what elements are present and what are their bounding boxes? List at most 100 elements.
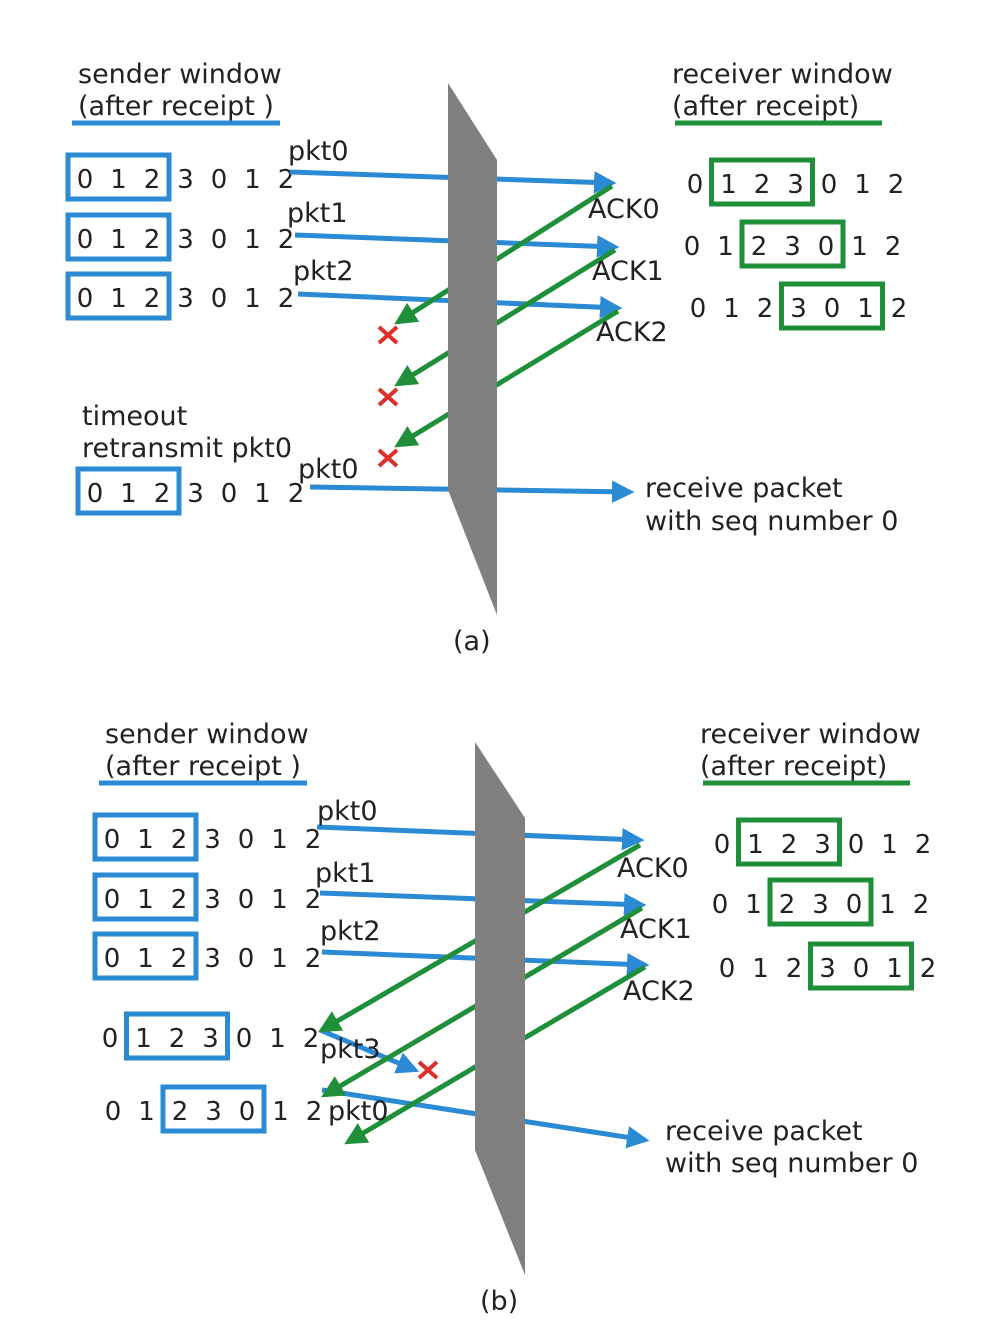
ack-label: ACK1 bbox=[592, 256, 664, 287]
sequence-number: 0 bbox=[77, 284, 94, 314]
sequence-number: 0 bbox=[236, 1024, 253, 1054]
sequence-number: 1 bbox=[271, 944, 288, 974]
loss-markers bbox=[377, 325, 399, 468]
sequence-number: 1 bbox=[720, 170, 737, 200]
sequence-number: 1 bbox=[244, 284, 261, 314]
sequence-number: 3 bbox=[177, 284, 194, 314]
sequence-number: 1 bbox=[110, 225, 127, 255]
sequence-number: 2 bbox=[171, 825, 188, 855]
sequence-number: 1 bbox=[272, 1097, 289, 1127]
sequence-number: 3 bbox=[812, 890, 829, 920]
sequence-number: 2 bbox=[305, 825, 322, 855]
receive-label: with seq number 0 bbox=[645, 506, 898, 537]
sequence-number: 2 bbox=[751, 232, 768, 262]
window-rows: 0 1 2 3 0 1 20 1 2 3 0 1 20 1 2 3 0 1 20 1 2 3 0 1 20 1 2 3 0 1 20 1 2 3 0… bbox=[92, 812, 936, 1134]
sequence-number: 2 bbox=[786, 954, 803, 984]
receiver-title: receiver window bbox=[672, 59, 893, 90]
sequence-number: 0 bbox=[87, 479, 104, 509]
sender-window-box bbox=[75, 466, 182, 516]
sequence-number: 1 bbox=[723, 294, 740, 324]
receiver-title: receiver window bbox=[700, 719, 921, 750]
sender-window-box bbox=[92, 931, 199, 981]
retransmit-label: retransmit pkt0 bbox=[82, 433, 292, 464]
sequence-number: 2 bbox=[915, 830, 932, 860]
loss-x-icon bbox=[377, 448, 399, 468]
packet-label: pkt1 bbox=[315, 858, 376, 889]
sequence-number: 1 bbox=[110, 165, 127, 195]
loss-x-icon bbox=[417, 1060, 439, 1080]
sequence-number: 1 bbox=[137, 885, 154, 915]
sequence-number: 2 bbox=[779, 890, 796, 920]
caption-b: (b) bbox=[480, 1286, 518, 1317]
ack-label: ACK2 bbox=[596, 317, 668, 348]
sequence-number: 1 bbox=[137, 825, 154, 855]
sequence-number: 0 bbox=[821, 170, 838, 200]
ack-arrow bbox=[394, 308, 620, 448]
timeout-label: timeout bbox=[82, 401, 187, 432]
window-rows: 0 1 2 3 0 1 20 1 2 3 0 1 20 1 2 3 0 1 20 1 2 3 0 1 20 1 2 3 0 1 20 1 2 3 0… bbox=[65, 152, 907, 516]
sequence-number: 2 bbox=[144, 284, 161, 314]
sequence-number: 3 bbox=[204, 885, 221, 915]
sequence-number: 0 bbox=[211, 225, 228, 255]
sequence-number: 1 bbox=[857, 294, 874, 324]
sequence-number: 2 bbox=[278, 225, 295, 255]
sequence-number: 0 bbox=[238, 944, 255, 974]
ack-arrow bbox=[394, 247, 617, 387]
sequence-number: 1 bbox=[269, 1024, 286, 1054]
sequence-number: 0 bbox=[211, 165, 228, 195]
sequence-number: 2 bbox=[169, 1024, 186, 1054]
sequence-number: 0 bbox=[221, 479, 238, 509]
channel-plane bbox=[448, 83, 497, 615]
sequence-number: 1 bbox=[745, 890, 762, 920]
packet-label: pkt0 bbox=[288, 136, 349, 167]
sender-title: sender window bbox=[78, 59, 282, 90]
sequence-number: 2 bbox=[278, 284, 295, 314]
receiver-window-box bbox=[739, 219, 846, 269]
sequence-number: 3 bbox=[187, 479, 204, 509]
sequence-number: 0 bbox=[77, 225, 94, 255]
packet-arrow bbox=[319, 1027, 420, 1074]
sequence-number: 0 bbox=[853, 954, 870, 984]
sender-window-box bbox=[65, 271, 172, 321]
sequence-number: 0 bbox=[684, 232, 701, 262]
sequence-number: 0 bbox=[238, 825, 255, 855]
sequence-number: 2 bbox=[288, 479, 305, 509]
sequence-number: 1 bbox=[135, 1024, 152, 1054]
sequence-number: 0 bbox=[848, 830, 865, 860]
sender-window-box bbox=[65, 152, 172, 202]
sequence-number: 1 bbox=[879, 890, 896, 920]
sequence-number: 3 bbox=[202, 1024, 219, 1054]
sender-window-box bbox=[124, 1011, 230, 1061]
receiver-subtitle: (after receipt) bbox=[700, 751, 887, 782]
packet-label: pkt2 bbox=[320, 916, 381, 947]
packet-label: pkt0 bbox=[317, 796, 378, 827]
ack-label: ACK0 bbox=[617, 853, 689, 884]
sequence-number: 0 bbox=[846, 890, 863, 920]
sender-window-box bbox=[160, 1084, 267, 1134]
sequence-number: 3 bbox=[814, 830, 831, 860]
panel-a: sender window (after receipt ) receiver … bbox=[65, 59, 907, 657]
sequence-number: 3 bbox=[204, 944, 221, 974]
receiver-window-box bbox=[779, 281, 885, 331]
sequence-number: 0 bbox=[719, 954, 736, 984]
sequence-number: 1 bbox=[138, 1097, 155, 1127]
loss-x-icon bbox=[377, 325, 399, 345]
sequence-number: 1 bbox=[271, 885, 288, 915]
sequence-number: 0 bbox=[824, 294, 841, 324]
sequence-number: 2 bbox=[171, 885, 188, 915]
sender-window-box bbox=[92, 872, 199, 922]
sequence-number: 1 bbox=[137, 944, 154, 974]
receiver-window-box bbox=[767, 877, 874, 927]
ack-label: ACK0 bbox=[588, 194, 660, 225]
packet-label: pkt3 bbox=[320, 1034, 381, 1065]
sequence-number: 2 bbox=[913, 890, 930, 920]
sequence-number: 2 bbox=[154, 479, 171, 509]
receive-label: receive packet bbox=[665, 1116, 863, 1147]
sequence-number: 3 bbox=[204, 825, 221, 855]
